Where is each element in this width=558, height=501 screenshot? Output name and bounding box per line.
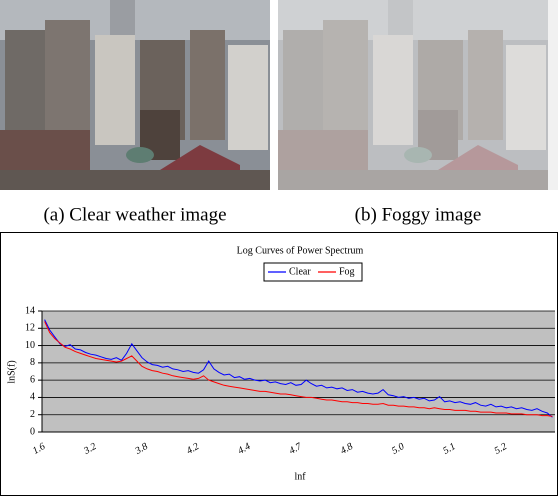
x-tick-label: 4.4 — [236, 441, 252, 457]
y-tick-label: 14 — [25, 305, 35, 316]
legend-label: Fog — [339, 266, 355, 277]
y-tick-label: 0 — [30, 426, 35, 437]
y-axis-label: lnS(f) — [6, 360, 17, 383]
x-tick-label: 5.0 — [390, 441, 406, 457]
y-tick-label: 10 — [25, 340, 35, 351]
x-tick-label: 5.2 — [493, 441, 509, 457]
clear-photo — [0, 0, 270, 190]
y-tick-label: 8 — [30, 357, 35, 368]
chart-title: Log Curves of Power Spectrum — [237, 245, 364, 256]
caption: (b) Foggy image — [355, 204, 482, 225]
x-tick-label: 4.8 — [339, 441, 355, 457]
legend-label: Clear — [289, 266, 311, 277]
y-tick-label: 6 — [30, 374, 35, 385]
y-tick-label: 2 — [30, 409, 35, 420]
plot-area — [42, 311, 555, 432]
fog-overlay — [278, 0, 558, 190]
x-tick-label: 4.2 — [185, 441, 201, 457]
x-tick-label: 1.6 — [31, 441, 47, 457]
series-line — [44, 321, 553, 417]
legend-box — [263, 262, 363, 282]
x-tick-label: 5.1 — [441, 441, 457, 457]
x-axis-label: lnf — [294, 471, 306, 482]
y-tick-label: 4 — [30, 392, 35, 403]
caption: (a) Clear weather image — [43, 204, 226, 225]
y-tick-label: 12 — [25, 323, 35, 334]
series-line — [44, 319, 553, 418]
